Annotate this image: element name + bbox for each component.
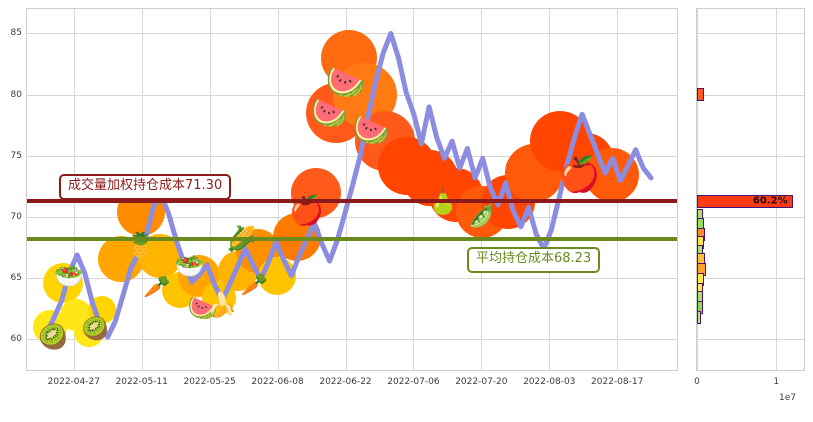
kiwi-icon: 🥝	[81, 316, 109, 342]
y-axis-tick: 70	[10, 212, 22, 223]
price-chart-panel: 🥝🥗🥝🍍🥕🥗🍉🍌🌽🥕🍎🍉🍉🍉🍐🫛🍎 成交量加权持仓成本71.30 平均持仓成本6…	[26, 8, 678, 371]
gridline-h	[697, 155, 804, 157]
weighted-cost-callout: 成交量加权持仓成本71.30	[59, 174, 232, 201]
gridline-h	[27, 155, 677, 157]
apple-icon: 🍎	[558, 155, 601, 196]
gridline-h	[697, 33, 804, 35]
kiwi-icon: 🥝	[38, 322, 68, 351]
gridline-h	[27, 339, 677, 341]
x-axis-tick: 2022-07-20	[455, 377, 508, 387]
hist-x-tick: 1	[773, 377, 780, 387]
average-cost-callout: 平均持仓成本68.23	[467, 246, 601, 273]
x-axis-tick: 2022-05-11	[115, 377, 168, 387]
gridline-h	[697, 278, 804, 280]
hist-exponent-label: 1e7	[779, 393, 796, 403]
radish-icon: 🥗	[174, 251, 205, 280]
gridline-h	[697, 94, 804, 96]
gridline-v	[697, 9, 698, 370]
gridline-v	[277, 9, 279, 370]
gridline-h	[697, 217, 804, 219]
gridline-h	[27, 217, 677, 219]
gridline-h	[697, 339, 804, 341]
x-axis-tick: 2022-07-06	[387, 377, 440, 387]
x-axis-tick: 2022-08-17	[591, 377, 644, 387]
x-axis-tick: 2022-06-22	[319, 377, 372, 387]
x-axis-tick: 2022-08-03	[523, 377, 576, 387]
radish-icon: 🥗	[54, 261, 85, 290]
x-axis-tick: 2022-05-25	[183, 377, 236, 387]
hist-highlight-label: 60.2%	[752, 195, 788, 207]
average-cost-line	[27, 236, 677, 241]
x-axis-tick: 2022-06-08	[251, 377, 304, 387]
hist-bar	[697, 194, 793, 208]
carrot-icon: 🥕	[240, 272, 269, 298]
x-axis-tick: 2022-04-27	[47, 377, 100, 387]
gridline-h	[27, 278, 677, 280]
banana-icon: 🍌	[207, 291, 237, 320]
watermelon-slice-icon: 🍉	[325, 63, 366, 102]
watermelon-slice-icon: 🍉	[352, 113, 391, 149]
hist-bar	[697, 88, 705, 102]
y-axis-tick: 65	[10, 273, 22, 284]
gridline-v	[776, 9, 778, 370]
watermelon-icon: 🍉	[187, 293, 218, 322]
y-axis-tick: 60	[10, 334, 22, 345]
y-axis-tick: 80	[10, 89, 22, 100]
cost-distribution-panel: 60.2%	[696, 8, 805, 371]
watermelon-slice-icon: 🍉	[310, 96, 348, 132]
hist-bar	[697, 310, 702, 324]
pea-pod-icon: 🫛	[468, 204, 496, 230]
y-axis-tick: 75	[10, 150, 22, 161]
weighted-cost-line	[27, 199, 677, 204]
y-axis-tick: 85	[10, 28, 22, 39]
gridline-v	[345, 9, 347, 370]
hist-x-tick: 0	[694, 377, 700, 387]
carrot-icon: 🥕	[143, 275, 171, 300]
volume-bubble	[291, 167, 342, 218]
